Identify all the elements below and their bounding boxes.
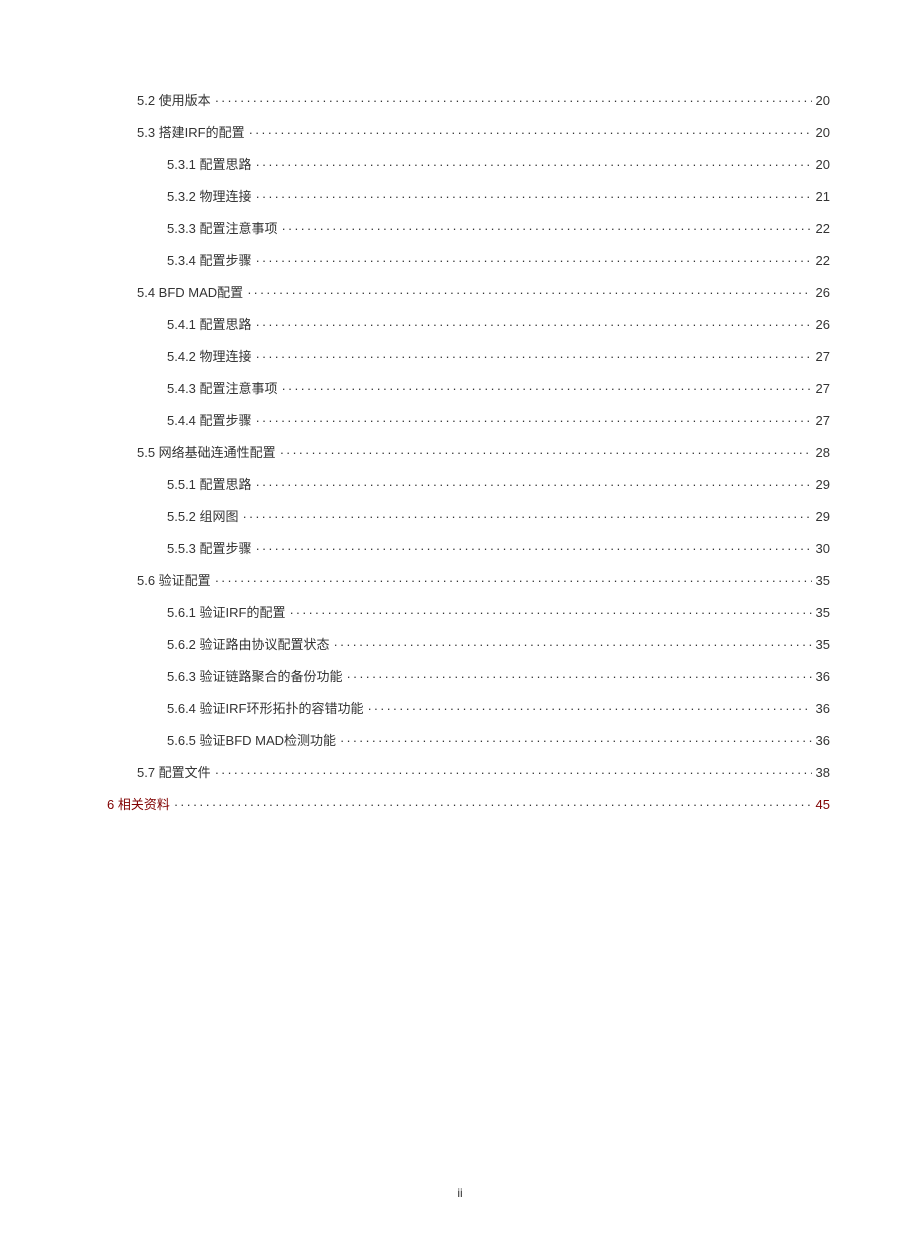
toc-entry-page: 20 <box>816 93 830 108</box>
toc-entry[interactable]: 5.5 网络基础连通性配置 28 <box>107 442 830 461</box>
toc-entry-page: 27 <box>816 381 830 396</box>
toc-entry[interactable]: 5.6.3 验证链路聚合的备份功能 36 <box>107 666 830 685</box>
toc-entry-label: 5.6.3 验证链路聚合的备份功能 <box>167 666 343 685</box>
toc-entry-page: 45 <box>816 797 830 812</box>
toc-leader-dots <box>256 541 812 556</box>
toc-entry-page: 29 <box>816 477 830 492</box>
toc-entry[interactable]: 5.3.2 物理连接 21 <box>107 186 830 205</box>
toc-leader-dots <box>289 605 811 620</box>
toc-leader-dots <box>367 701 811 716</box>
toc-entry[interactable]: 5.4.3 配置注意事项 27 <box>107 378 830 397</box>
toc-entry-label: 5.6.1 验证IRF的配置 <box>167 602 285 621</box>
toc-entry[interactable]: 5.7 配置文件 38 <box>107 762 830 781</box>
toc-entry-page: 27 <box>816 349 830 364</box>
toc-leader-dots <box>282 381 812 396</box>
toc-entry-label: 5.5.2 组网图 <box>167 506 239 525</box>
toc-entry-label: 5.6 验证配置 <box>137 570 211 589</box>
toc-entry[interactable]: 5.6.5 验证BFD MAD检测功能 36 <box>107 730 830 749</box>
toc-entry[interactable]: 5.3.1 配置思路 20 <box>107 154 830 173</box>
toc-entry-page: 38 <box>816 765 830 780</box>
toc-leader-dots <box>256 253 812 268</box>
toc-entry-page: 22 <box>816 253 830 268</box>
toc-entry[interactable]: 5.4.2 物理连接 27 <box>107 346 830 365</box>
toc-entry-label: 5.6.5 验证BFD MAD检测功能 <box>167 730 336 749</box>
toc-entry-label: 5.2 使用版本 <box>137 90 211 109</box>
toc-leader-dots <box>347 669 812 684</box>
toc-entry-label: 5.4.2 物理连接 <box>167 346 252 365</box>
toc-leader-dots <box>334 637 812 652</box>
toc-entry-label: 5.3.4 配置步骤 <box>167 250 252 269</box>
toc-leader-dots <box>247 285 811 300</box>
toc-leader-dots <box>243 509 812 524</box>
toc-entry-label: 5.6.2 验证路由协议配置状态 <box>167 634 330 653</box>
toc-entry-page: 35 <box>816 605 830 620</box>
toc-entry-page: 27 <box>816 413 830 428</box>
toc-entry[interactable]: 5.4 BFD MAD配置 26 <box>107 282 830 301</box>
toc-entry-label: 5.5.3 配置步骤 <box>167 538 252 557</box>
toc-leader-dots <box>256 317 812 332</box>
toc-leader-dots <box>340 733 812 748</box>
toc-entry-page: 35 <box>816 637 830 652</box>
toc-leader-dots <box>282 221 812 236</box>
toc-entry-page: 30 <box>816 541 830 556</box>
toc-entry-label: 5.3.2 物理连接 <box>167 186 252 205</box>
toc-entry-label: 5.4 BFD MAD配置 <box>137 282 243 301</box>
toc-leader-dots <box>215 93 812 108</box>
toc-entry-page: 36 <box>816 701 830 716</box>
toc-entry[interactable]: 5.6.2 验证路由协议配置状态 35 <box>107 634 830 653</box>
toc-leader-dots <box>256 189 812 204</box>
toc-entry-page: 20 <box>816 157 830 172</box>
toc-entry-label: 5.6.4 验证IRF环形拓扑的容错功能 <box>167 698 363 717</box>
toc-entry[interactable]: 5.3.3 配置注意事项 22 <box>107 218 830 237</box>
toc-entry-page: 36 <box>816 733 830 748</box>
toc-entry-page: 20 <box>816 125 830 140</box>
toc-leader-dots <box>174 797 812 812</box>
toc-entry[interactable]: 5.6.4 验证IRF环形拓扑的容错功能 36 <box>107 698 830 717</box>
toc-entry[interactable]: 5.4.4 配置步骤 27 <box>107 410 830 429</box>
toc-container: 5.2 使用版本205.3 搭建IRF的配置205.3.1 配置思路205.3.… <box>0 0 920 813</box>
toc-entry-label: 5.3.1 配置思路 <box>167 154 252 173</box>
toc-entry[interactable]: 5.5.1 配置思路 29 <box>107 474 830 493</box>
toc-entry-label: 5.3.3 配置注意事项 <box>167 218 278 237</box>
toc-entry-page: 26 <box>816 285 830 300</box>
toc-leader-dots <box>215 573 812 588</box>
toc-entry-page: 35 <box>816 573 830 588</box>
toc-entry[interactable]: 5.6.1 验证IRF的配置 35 <box>107 602 830 621</box>
toc-entry[interactable]: 5.4.1 配置思路 26 <box>107 314 830 333</box>
toc-entry[interactable]: 5.3.4 配置步骤 22 <box>107 250 830 269</box>
toc-leader-dots <box>249 125 812 140</box>
toc-entry-label: 5.5 网络基础连通性配置 <box>137 442 276 461</box>
toc-entry[interactable]: 5.2 使用版本 20 <box>107 90 830 109</box>
toc-entry-label: 5.7 配置文件 <box>137 762 211 781</box>
toc-entry[interactable]: 5.5.3 配置步骤 30 <box>107 538 830 557</box>
toc-entry-label: 5.5.1 配置思路 <box>167 474 252 493</box>
toc-entry-page: 21 <box>816 189 830 204</box>
page-number: ii <box>0 1186 920 1200</box>
toc-entry-label: 5.4.1 配置思路 <box>167 314 252 333</box>
toc-entry[interactable]: 5.5.2 组网图 29 <box>107 506 830 525</box>
toc-leader-dots <box>256 349 812 364</box>
toc-entry-page: 28 <box>816 445 830 460</box>
toc-entry-page: 29 <box>816 509 830 524</box>
toc-leader-dots <box>256 477 812 492</box>
toc-leader-dots <box>256 157 812 172</box>
toc-entry[interactable]: 5.3 搭建IRF的配置 20 <box>107 122 830 141</box>
toc-entry-label: 5.4.4 配置步骤 <box>167 410 252 429</box>
toc-entry-page: 26 <box>816 317 830 332</box>
toc-entry-page: 22 <box>816 221 830 236</box>
toc-leader-dots <box>256 413 812 428</box>
toc-entry-label: 5.3 搭建IRF的配置 <box>137 122 245 141</box>
toc-entry-label: 5.4.3 配置注意事项 <box>167 378 278 397</box>
toc-entry-page: 36 <box>816 669 830 684</box>
toc-entry[interactable]: 6 相关资料 45 <box>107 794 830 813</box>
toc-entry-label: 6 相关资料 <box>107 794 170 813</box>
toc-leader-dots <box>215 765 812 780</box>
toc-leader-dots <box>280 445 812 460</box>
toc-entry[interactable]: 5.6 验证配置 35 <box>107 570 830 589</box>
